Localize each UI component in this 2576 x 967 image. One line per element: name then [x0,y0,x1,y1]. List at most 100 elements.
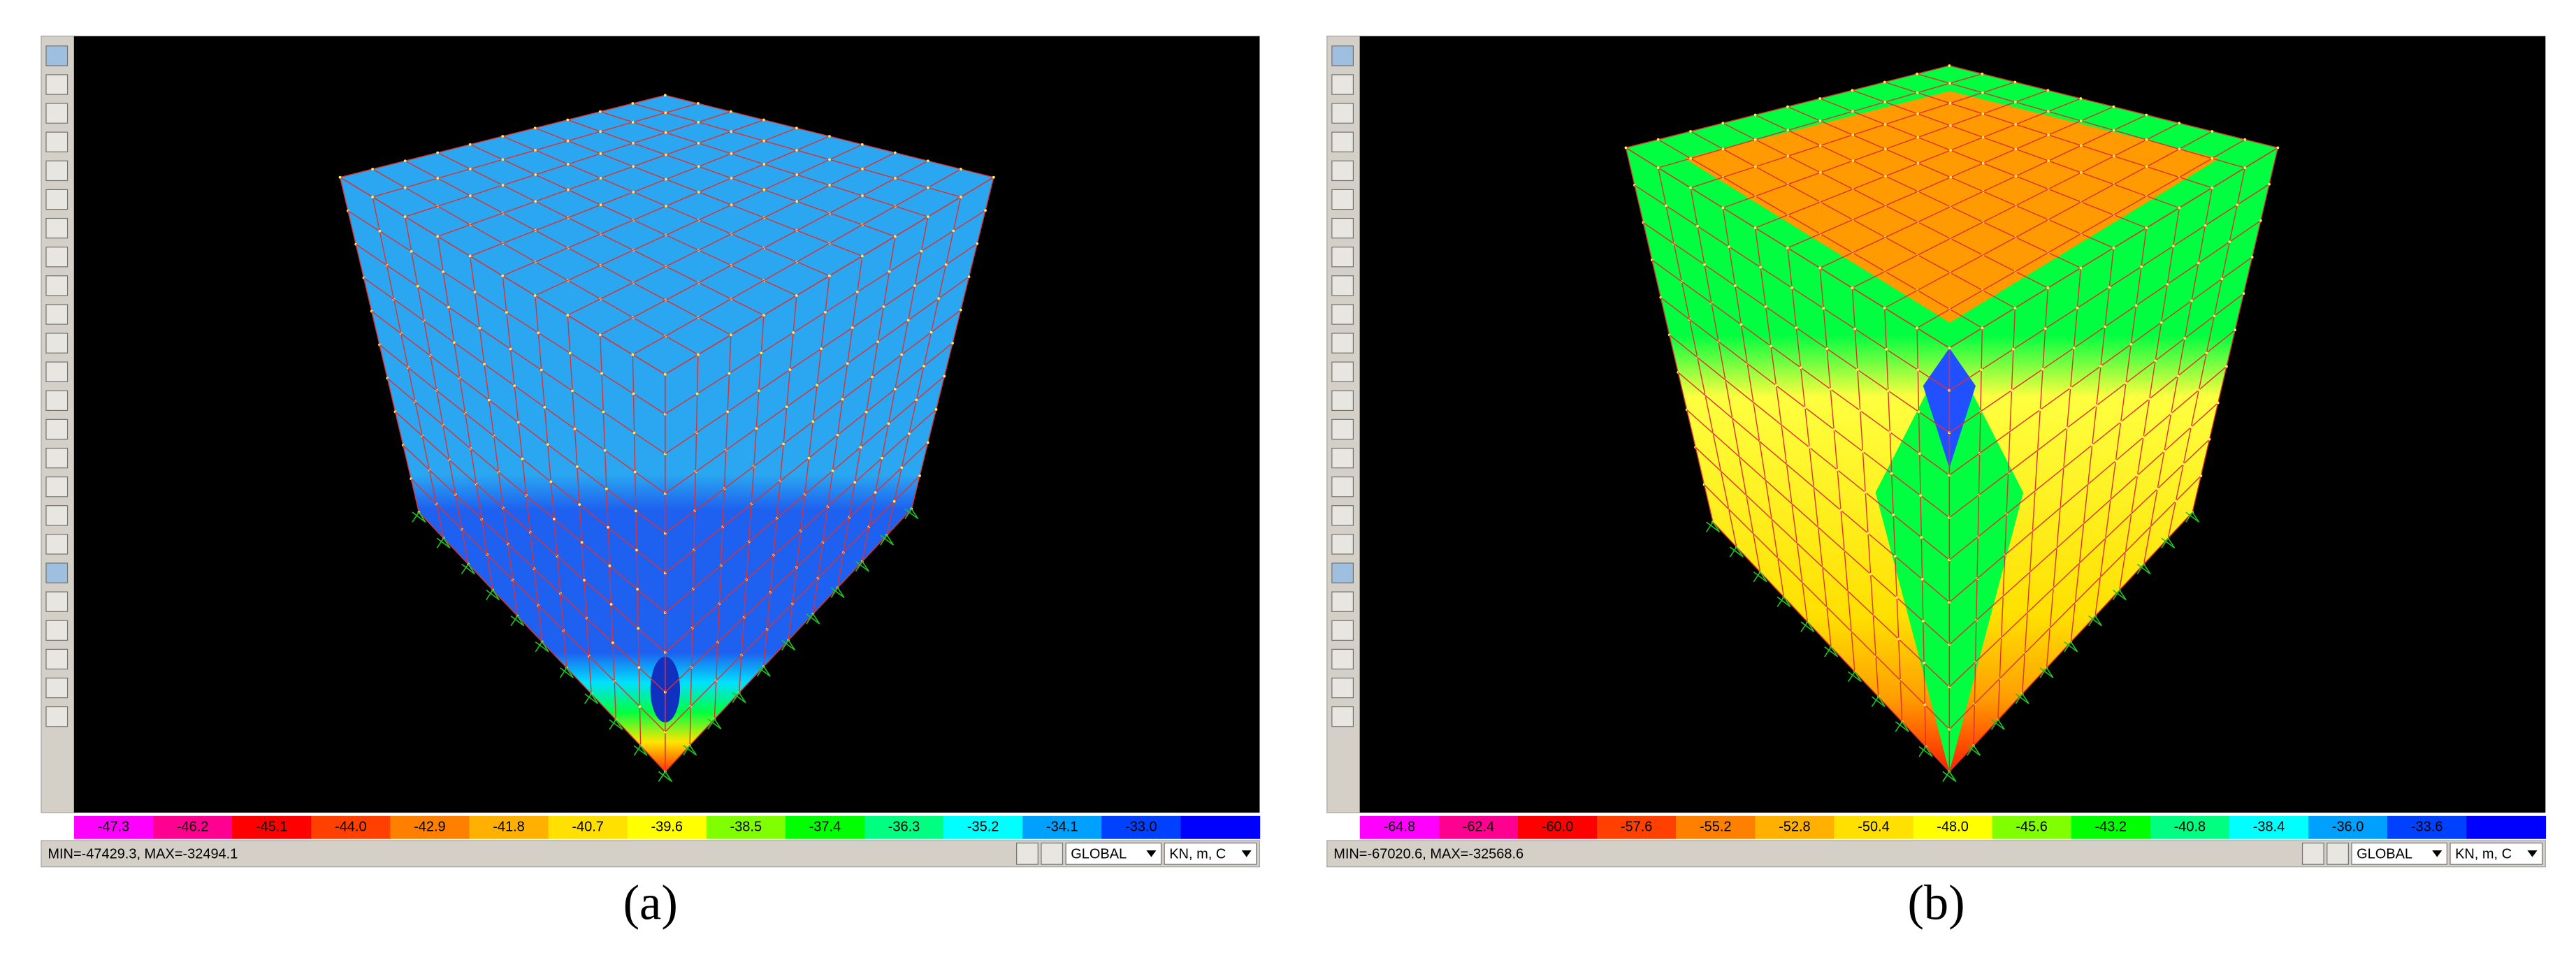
tool-button[interactable] [45,74,68,95]
tool-button[interactable] [1331,217,1354,239]
tool-button[interactable] [1331,247,1354,268]
tool-button[interactable] [45,677,68,699]
support [2087,615,2103,627]
tool-button[interactable] [45,160,68,182]
mesh-line [1686,409,1950,646]
mesh-node [1818,97,1822,100]
mesh-node [505,311,508,314]
tool-button[interactable] [1331,648,1354,670]
tool-button[interactable] [45,447,68,469]
mesh-node [788,368,792,372]
support [806,613,820,625]
tool-button[interactable] [45,706,68,727]
mesh-node [638,705,642,708]
mesh-node [1799,366,1802,369]
tool-button[interactable] [45,648,68,670]
mesh-node [929,330,933,334]
support [559,667,574,678]
colorbar-label: -60.0 [1542,820,1574,835]
mesh-node [887,422,890,426]
tool-button[interactable] [45,390,68,412]
tool-button[interactable] [1331,333,1354,354]
colorbar-label: -43.2 [2095,820,2127,835]
tool-button[interactable] [45,361,68,382]
tool-button[interactable] [1331,304,1354,325]
tool-button[interactable] [45,275,68,296]
tool-button[interactable] [45,247,68,268]
tool-button[interactable] [1331,706,1354,727]
tool-button[interactable] [1331,390,1354,412]
mesh-node [2228,240,2231,244]
mesh-node [2079,97,2083,100]
mesh-node [2159,321,2163,324]
tool-button[interactable] [45,333,68,354]
tool-button[interactable] [1331,447,1354,469]
tool-button[interactable] [1331,562,1354,583]
colorbar-segment [232,815,312,839]
nav-button[interactable] [1041,843,1064,865]
tool-button[interactable] [1331,74,1354,95]
tool-button[interactable] [1331,419,1354,440]
mesh-node [478,326,482,330]
mesh-node [1753,138,1757,141]
coord-select[interactable] [1065,843,1162,865]
mesh-node [2014,147,2018,151]
mesh-line [665,409,937,653]
tool-button[interactable] [1331,275,1354,296]
mesh-node [2145,113,2148,117]
units-select[interactable] [2450,843,2543,865]
tool-button[interactable] [1331,477,1354,497]
units-select[interactable] [1164,843,1257,865]
tool-button[interactable] [1331,131,1354,152]
tool-button[interactable] [1331,620,1354,641]
tool-button[interactable] [1331,505,1354,526]
tool-button[interactable] [45,217,68,239]
nav-button[interactable] [1016,843,1039,865]
tool-button[interactable] [45,304,68,325]
tool-button[interactable] [1331,534,1354,555]
tool-button[interactable] [45,505,68,526]
mesh-node [697,191,700,194]
mesh-line [1916,139,2245,329]
tool-button[interactable] [45,591,68,612]
mesh-node [2154,359,2157,363]
tool-button[interactable] [45,534,68,555]
mesh-node [1790,286,1794,289]
support [1777,595,1791,608]
mesh-node [1884,175,1887,177]
mesh-node [2178,206,2181,210]
colorbar-label: -40.8 [2174,820,2206,835]
tool-button[interactable] [1331,103,1354,124]
mesh-node [730,177,733,180]
tool-button[interactable] [45,477,68,497]
coord-select[interactable] [2351,843,2447,865]
tool-button[interactable] [45,419,68,440]
colorbar-segment [311,815,391,839]
mesh-node [2178,147,2181,151]
tool-button[interactable] [1331,361,1354,382]
tool-button[interactable] [45,562,68,583]
nav-button[interactable] [2301,843,2324,865]
tool-button[interactable] [45,189,68,210]
nav-button[interactable] [2327,843,2349,865]
tool-button[interactable] [45,620,68,641]
mesh-node [1923,703,1927,706]
mesh-node [730,203,733,207]
mesh-node [951,342,954,344]
tool-button[interactable] [1331,160,1354,182]
tool-button[interactable] [1331,189,1354,210]
tool-button[interactable] [45,131,68,152]
tool-button[interactable] [45,45,68,66]
tool-button[interactable] [1331,45,1354,66]
tool-button[interactable] [1331,677,1354,699]
mesh-node [1918,452,1921,456]
mesh-node [1753,226,1757,230]
colorbar-segment [1913,815,1993,839]
mesh-line [665,376,945,613]
tool-button[interactable] [1331,591,1354,612]
support [1753,571,1767,583]
mesh-node [575,465,579,468]
tool-button[interactable] [45,103,68,124]
colorbar-label: -33.0 [1125,820,1157,835]
mesh-node [1851,110,1854,113]
